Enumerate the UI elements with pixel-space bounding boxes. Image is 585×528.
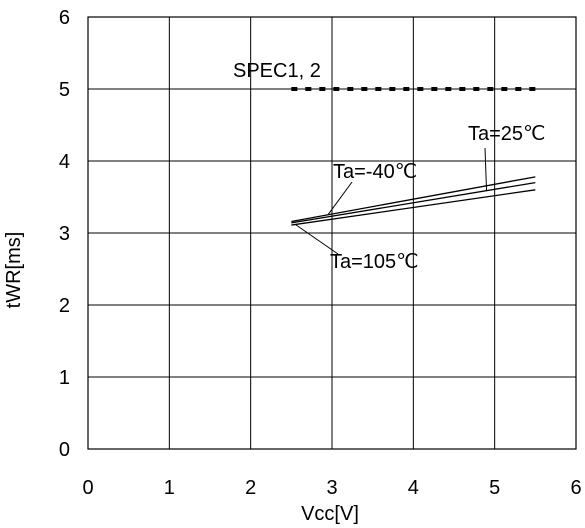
x-axis-label: Vcc[V] bbox=[301, 503, 359, 525]
y-tick-label-5: 5 bbox=[59, 79, 70, 101]
y-tick-label-3: 3 bbox=[59, 223, 70, 245]
spec-annotation: SPEC1, 2 bbox=[233, 60, 321, 82]
y-tick-label-1: 1 bbox=[59, 367, 70, 389]
x-tick-label-2: 2 bbox=[245, 477, 256, 499]
series-line-1 bbox=[291, 181, 536, 224]
x-tick-label-3: 3 bbox=[326, 477, 337, 499]
x-tick-label-6: 6 bbox=[570, 477, 581, 499]
pointer-ta-25 bbox=[484, 147, 488, 191]
x-tick-label-0: 0 bbox=[82, 477, 93, 499]
y-tick-label-0: 0 bbox=[59, 439, 70, 461]
ta-25-annotation: Ta=25℃ bbox=[468, 123, 546, 145]
x-tick-labels: 0 1 2 3 4 5 6 bbox=[82, 477, 581, 499]
ta-105-annotation: Ta=105℃ bbox=[330, 251, 419, 273]
y-axis-label: tWR[ms] bbox=[3, 232, 25, 309]
grid bbox=[87, 16, 577, 450]
x-tick-label-4: 4 bbox=[408, 477, 419, 499]
ta-minus40-annotation: Ta=-40℃ bbox=[333, 161, 417, 183]
series-line-2 bbox=[291, 189, 536, 226]
x-tick-label-5: 5 bbox=[489, 477, 500, 499]
plot-frame bbox=[87, 16, 577, 450]
pointer-ta-minus40 bbox=[327, 181, 353, 216]
annotation-pointers bbox=[295, 147, 488, 255]
y-tick-label-4: 4 bbox=[59, 151, 70, 173]
y-tick-labels: 0 1 2 3 4 5 6 bbox=[59, 7, 70, 461]
y-tick-label-2: 2 bbox=[59, 295, 70, 317]
pointer-ta-105 bbox=[295, 224, 339, 255]
series-group bbox=[291, 176, 536, 226]
series-line-0 bbox=[291, 176, 536, 223]
y-tick-label-6: 6 bbox=[59, 7, 70, 29]
x-tick-label-1: 1 bbox=[164, 477, 175, 499]
